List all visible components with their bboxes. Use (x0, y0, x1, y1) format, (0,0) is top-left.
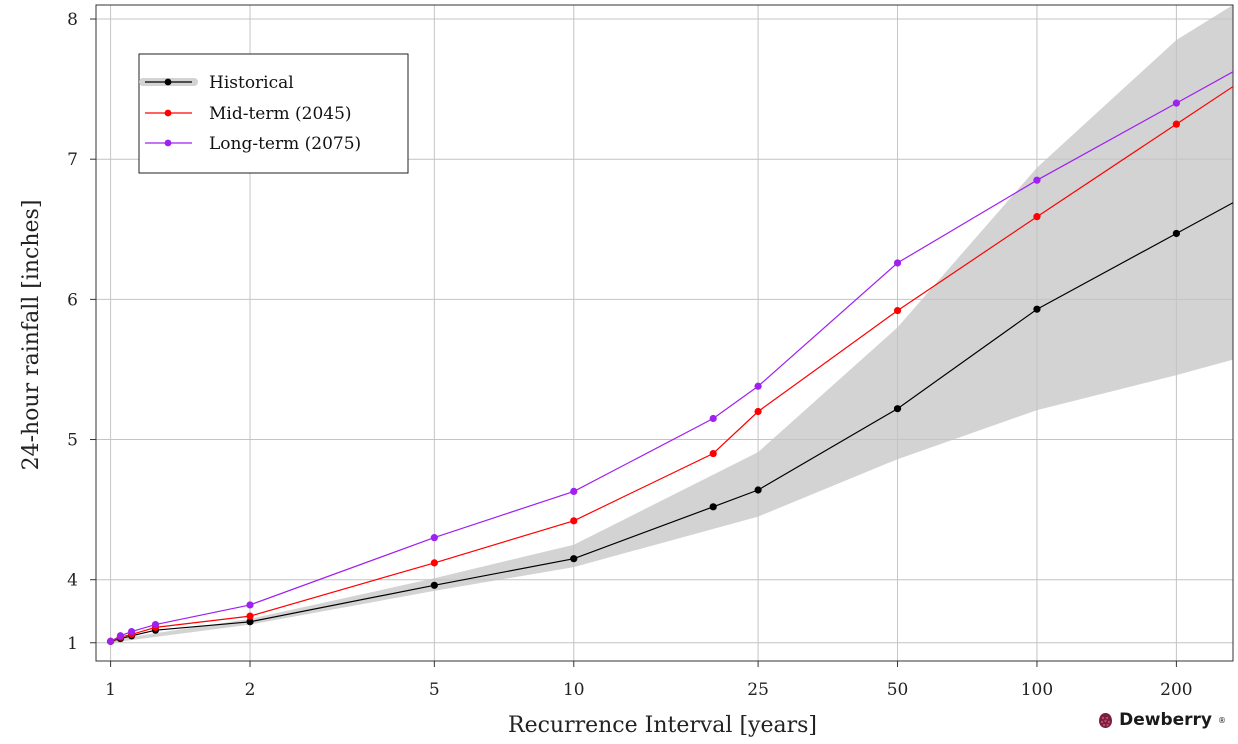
y-tick-label: 7 (67, 150, 78, 170)
x-tick-label: 2 (245, 680, 256, 700)
y-tick-label: 1 (67, 634, 78, 654)
series-line-extension (1176, 71, 1233, 104)
series-point (1033, 176, 1041, 184)
legend-label: Mid-term (2045) (209, 104, 352, 124)
logo-text: Dewberry (1119, 710, 1212, 730)
series-point (1172, 120, 1180, 128)
series-point (430, 559, 438, 567)
x-tick-label: 1 (105, 680, 116, 700)
x-tick-label: 25 (747, 680, 769, 700)
berry-icon (1099, 712, 1113, 728)
series-point (106, 637, 115, 645)
series-point (893, 306, 902, 315)
series-point (151, 620, 160, 629)
series-point (1172, 229, 1180, 238)
series-group (106, 71, 1233, 645)
series-point (246, 601, 254, 609)
legend-swatch-point (164, 139, 172, 147)
series-point (570, 517, 578, 525)
confidence-band (110, 5, 1233, 643)
legend-swatch-point (164, 78, 172, 86)
x-tick-label: 200 (1160, 680, 1192, 700)
series-point (246, 612, 254, 620)
y-tick-label: 6 (67, 290, 78, 310)
x-tick-label: 10 (563, 680, 585, 700)
y-tick-label: 4 (67, 571, 78, 591)
y-tick-label: 8 (67, 10, 78, 30)
plot-frame (95, 4, 1234, 662)
legend-label: Historical (209, 73, 294, 93)
series-point (709, 449, 717, 458)
series-point (1033, 305, 1041, 313)
series-point (570, 487, 578, 495)
series-point (127, 627, 136, 636)
series-point (754, 382, 762, 390)
legend-label: Long-term (2075) (209, 134, 361, 154)
series-point (893, 259, 902, 267)
series-point (116, 632, 125, 640)
series-point (1172, 99, 1180, 107)
x-tick-label: 5 (429, 680, 440, 700)
series-point (430, 581, 438, 589)
series-line-extension (1176, 202, 1233, 235)
series-point (246, 618, 254, 626)
series-line-extension (1176, 86, 1233, 125)
series-point (1033, 213, 1041, 221)
series-point (709, 503, 717, 511)
x-tick-label: 50 (887, 680, 909, 700)
series-point (754, 486, 762, 494)
logo-registered: ® (1218, 715, 1226, 725)
dewberry-logo: Dewberry ® (1098, 710, 1226, 730)
y-tick-label: 5 (67, 431, 78, 451)
y-axis-title: 24-hour rainfall [inches] (19, 200, 44, 471)
series-point (754, 407, 762, 416)
x-axis-title: Recurrence Interval [years] (508, 713, 817, 738)
legend: Historical Mid-term (2045) Long-term (2075… (138, 53, 409, 174)
series-point (893, 405, 902, 413)
series-point (570, 555, 578, 563)
legend-swatch-point (164, 109, 172, 117)
series-point (430, 534, 438, 542)
series-point (709, 414, 717, 423)
x-tick-label: 100 (1021, 680, 1053, 700)
